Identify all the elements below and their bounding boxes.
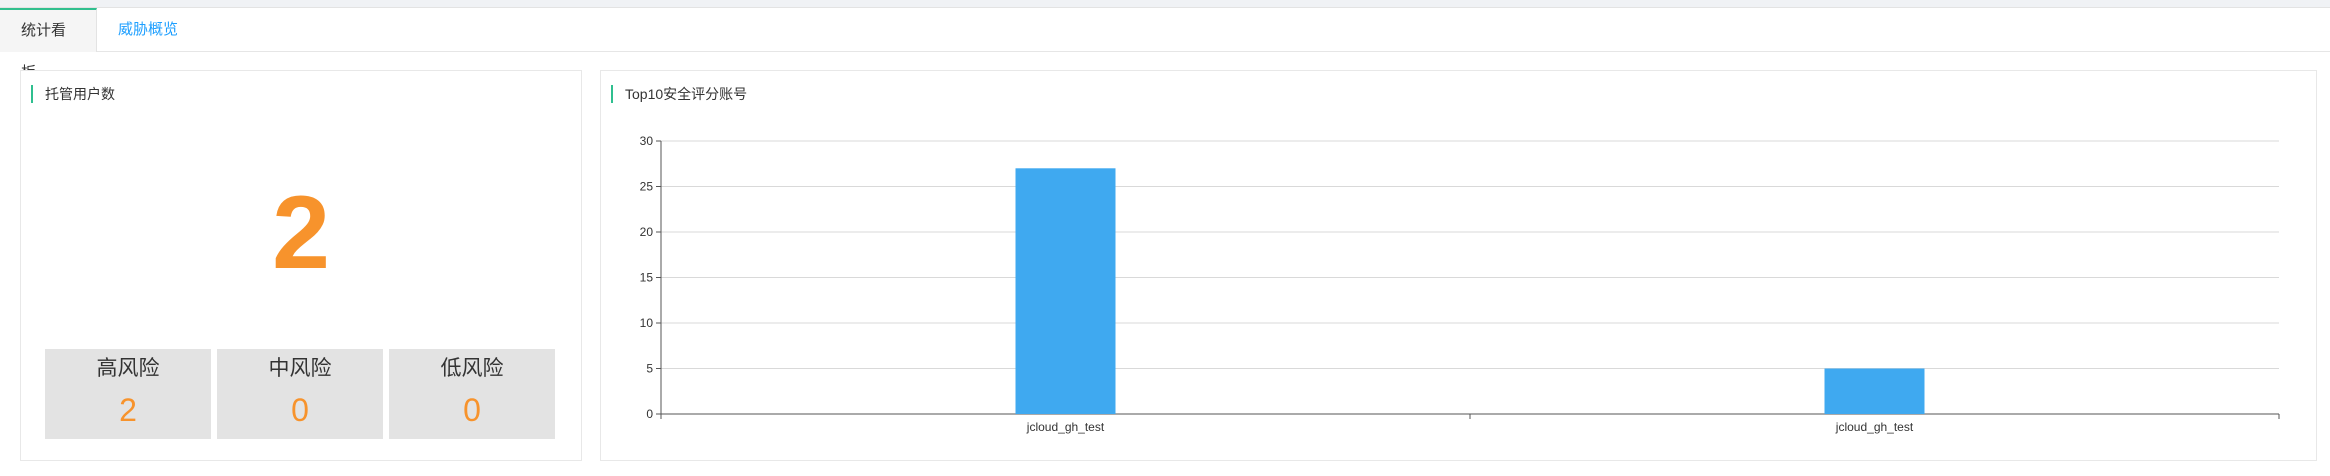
low-risk-value: 0 bbox=[463, 392, 481, 428]
top10-score-title: Top10安全评分账号 bbox=[611, 85, 747, 103]
managed-users-count: 2 bbox=[272, 175, 330, 291]
y-tick-label: 25 bbox=[640, 180, 654, 194]
x-tick-label: jcloud_gh_test bbox=[1835, 420, 1914, 434]
managed-users-card: 托管用户数 2 高风险 2 中风险 0 低风险 0 bbox=[20, 70, 582, 461]
medium-risk-box: 中风险 0 bbox=[217, 349, 383, 439]
low-risk-box: 低风险 0 bbox=[389, 349, 555, 439]
x-tick-label: jcloud_gh_test bbox=[1026, 420, 1105, 434]
y-tick-label: 30 bbox=[640, 134, 654, 148]
y-tick-label: 5 bbox=[646, 362, 653, 376]
medium-risk-value: 0 bbox=[291, 392, 309, 428]
high-risk-box: 高风险 2 bbox=[45, 349, 211, 439]
low-risk-label: 低风险 bbox=[440, 357, 504, 380]
y-tick-label: 20 bbox=[640, 225, 654, 239]
y-tick-label: 10 bbox=[640, 316, 654, 330]
top10-score-card: Top10安全评分账号 0 5 10 15 20 25 30 jcloud_gh_test jc… bbox=[600, 70, 2317, 461]
tab-bar: 统计看板 威胁概览 bbox=[0, 8, 2330, 81]
y-tick-label: 0 bbox=[646, 407, 653, 421]
high-risk-value: 2 bbox=[119, 392, 137, 428]
high-risk-label: 高风险 bbox=[96, 357, 160, 380]
managed-users-title: 托管用户数 bbox=[31, 85, 115, 103]
risk-summary: 高风险 2 中风险 0 低风险 0 bbox=[45, 349, 555, 439]
bar-chart: 0 5 10 15 20 25 30 jcloud_gh_test jcloud_gh_test bbox=[640, 134, 2280, 434]
medium-risk-label: 中风险 bbox=[268, 357, 332, 380]
y-tick-label: 15 bbox=[640, 271, 654, 285]
bar bbox=[1824, 368, 1925, 414]
tab-dashboard[interactable]: 统计看板 bbox=[0, 8, 97, 81]
top-strip bbox=[0, 0, 2330, 8]
tab-threat-overview[interactable]: 威胁概览 bbox=[118, 21, 179, 38]
bar bbox=[1015, 168, 1116, 414]
